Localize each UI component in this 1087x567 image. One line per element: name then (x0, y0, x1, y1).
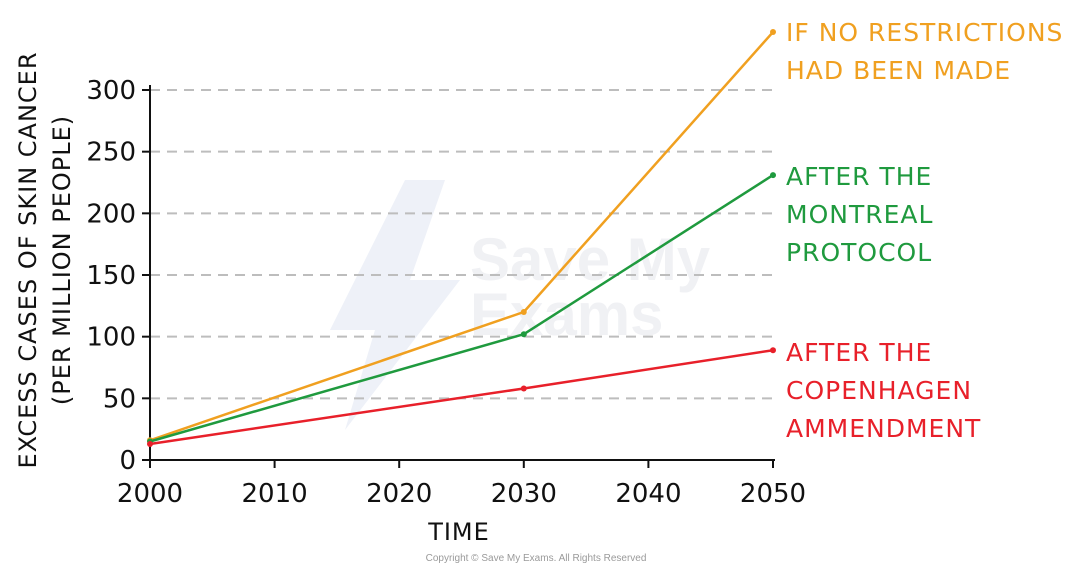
x-tick-label: 2050 (740, 479, 806, 509)
axes (142, 85, 775, 468)
grid-lines (150, 89, 773, 400)
watermark-brand-line-2: Exams (470, 281, 663, 348)
series-1-label-line: IF NO RESTRICTIONS (786, 18, 1063, 47)
series-line-2 (149, 174, 774, 443)
series-2-point (770, 172, 776, 179)
y-axis-title: EXCESS CASES OF SKIN CANCER (14, 52, 42, 469)
series-2-label-line: AFTER THE (786, 162, 932, 191)
y-tick-label: 150 (86, 261, 136, 291)
series-line-3 (149, 348, 774, 446)
y-tick-label: 250 (86, 138, 136, 168)
series-3-point (520, 385, 527, 392)
x-tick-label: 2030 (491, 479, 557, 509)
x-tick-label: 2020 (366, 479, 432, 509)
series-1-point (520, 309, 527, 315)
series-2-label-line: PROTOCOL (786, 238, 932, 267)
series-group (147, 29, 776, 447)
y-tick-label: 300 (86, 76, 136, 106)
x-tick-label: 2010 (242, 479, 308, 509)
watermark-logo-shape (330, 180, 460, 430)
x-axis-title: TIME (427, 518, 490, 546)
series-3-label-line: AFTER THE (786, 338, 932, 367)
y-axis-subtitle: (PER MILLION PEOPLE) (48, 115, 76, 405)
series-3-label-line: COPENHAGEN (786, 376, 972, 405)
series-2-point (520, 331, 527, 338)
y-tick-label: 100 (86, 323, 136, 353)
y-tick-label: 0 (119, 446, 136, 476)
y-tick-label: 200 (86, 199, 136, 229)
series-1-point (770, 29, 776, 36)
series-3-point (147, 440, 153, 447)
x-tick-label: 2040 (615, 479, 681, 509)
series-2-label-line: MONTREAL (786, 200, 933, 229)
y-tick-label: 50 (103, 384, 136, 414)
watermark: Save My Exams (330, 180, 711, 430)
tick-labels: 0 50 100 150 200 250 300 2000 2010 2020 2030 2040 20… (86, 76, 806, 509)
series-3-point (770, 347, 776, 354)
series-3-label-line: AMMENDMENT (786, 414, 981, 443)
x-tick-label: 2000 (117, 479, 183, 509)
copyright-text: Copyright © Save My Exams. All Rights Re… (426, 553, 647, 564)
series-1-label-line: HAD BEEN MADE (786, 56, 1011, 85)
series-labels: IF NO RESTRICTIONS HAD BEEN MADE AFTER THE… (786, 18, 1063, 443)
